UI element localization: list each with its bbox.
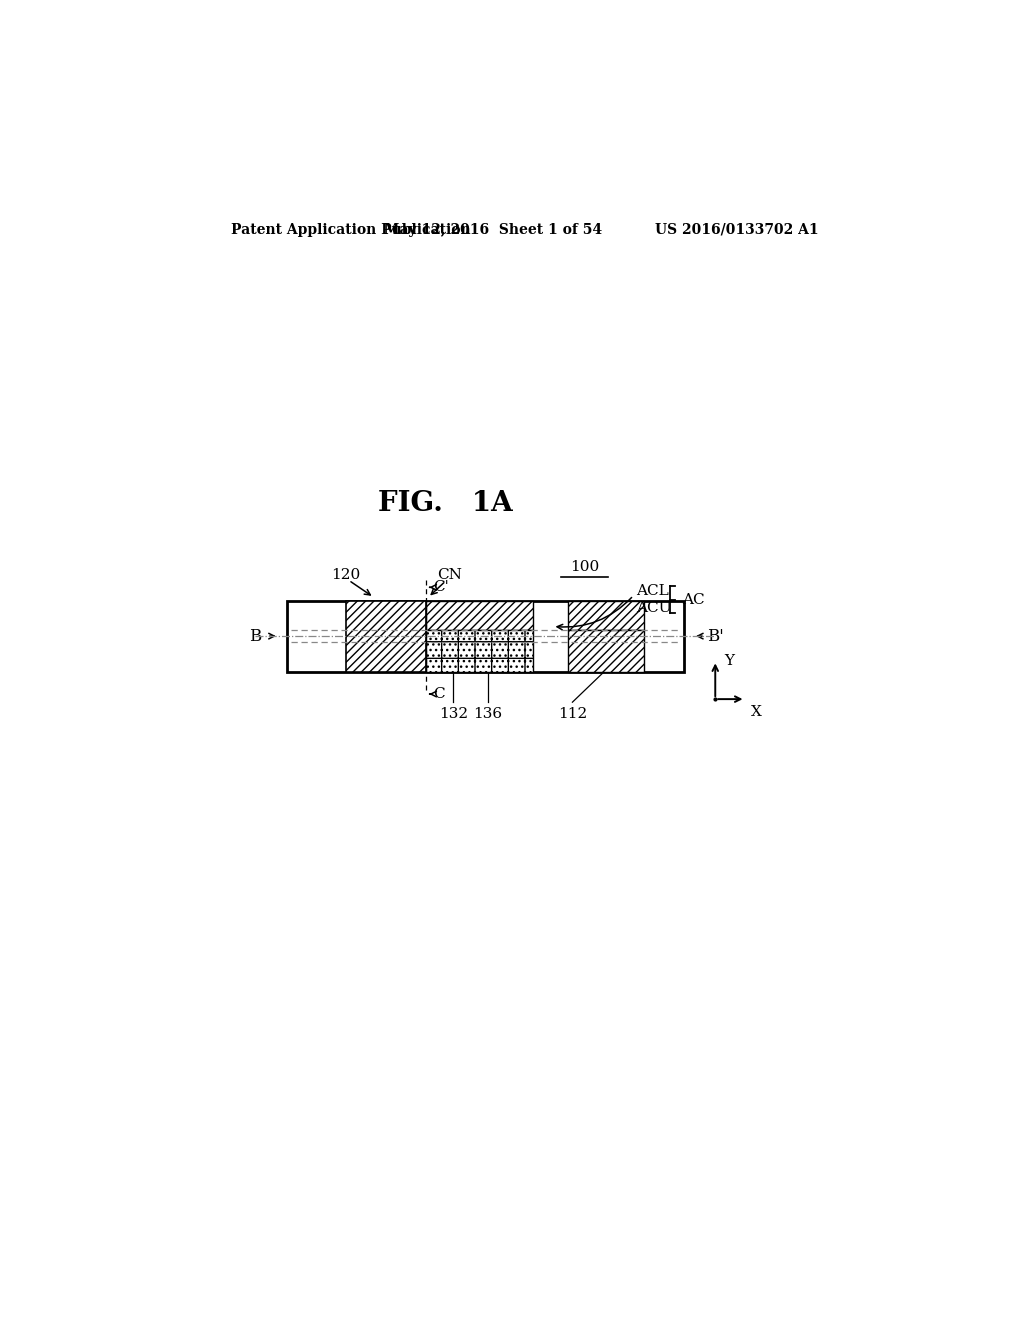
Text: B: B [249,627,261,644]
Bar [568,601,644,631]
Bar [568,631,644,672]
Text: 136: 136 [473,708,502,721]
Text: C': C' [433,581,450,594]
Text: Y: Y [725,653,734,668]
Text: X: X [751,705,762,719]
Text: Patent Application Publication: Patent Application Publication [231,223,471,236]
Bar [426,601,532,631]
Text: 112: 112 [558,708,587,721]
Text: May 12, 2016  Sheet 1 of 54: May 12, 2016 Sheet 1 of 54 [384,223,602,236]
Text: 120: 120 [332,568,360,582]
Text: AC: AC [682,593,705,606]
Bar [346,601,426,672]
Text: ACL: ACL [636,585,669,598]
Text: 100: 100 [569,560,599,574]
Text: FIG.   1A: FIG. 1A [378,491,513,517]
Text: US 2016/0133702 A1: US 2016/0133702 A1 [654,223,818,236]
Bar [426,631,532,672]
Bar [287,601,684,672]
Text: ACU: ACU [636,601,672,615]
Text: CN: CN [437,568,462,582]
Text: B': B' [707,627,724,644]
Text: C: C [433,686,445,701]
Text: 132: 132 [439,708,468,721]
